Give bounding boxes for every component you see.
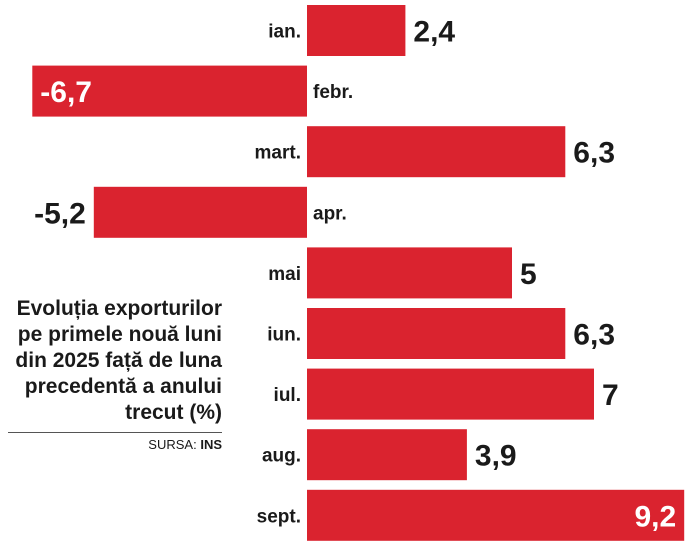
value-label: 3,9 [475,440,517,473]
chart-title: Evoluția exporturilor pe primele nouă lu… [15,297,222,424]
value-label: 6,3 [573,319,615,352]
value-label: 9,2 [634,500,676,533]
bar-mai [307,247,512,299]
source-value: INS [200,437,222,452]
value-label: 2,4 [413,16,455,49]
category-label: sept. [257,506,301,527]
category-label: apr. [313,203,347,224]
chart-legend-box: Evoluția exporturilor pe primele nouă lu… [8,296,222,452]
bar-mart [307,126,566,178]
category-label: febr. [313,82,353,103]
category-label: ian. [268,22,301,43]
category-label: iul. [274,385,301,406]
chart-source: SURSA: INS [8,437,222,452]
bar-ian [307,5,406,56]
category-label: mai [268,264,301,285]
value-label: -5,2 [34,197,86,230]
category-label: aug. [262,446,301,467]
value-label: 5 [520,258,537,291]
bar-apr [93,186,307,238]
value-label: 7 [602,379,619,412]
bar-sept [307,489,685,541]
category-label: iun. [267,325,301,346]
source-label: SURSA: [148,437,197,452]
category-label: mart. [255,143,301,164]
value-label: 6,3 [573,137,615,170]
value-label: -6,7 [40,76,92,109]
title-divider [8,432,222,433]
bar-iun [307,308,566,359]
bar-febr [32,65,308,117]
bar-iul [307,368,594,420]
bar-aug [307,429,467,481]
